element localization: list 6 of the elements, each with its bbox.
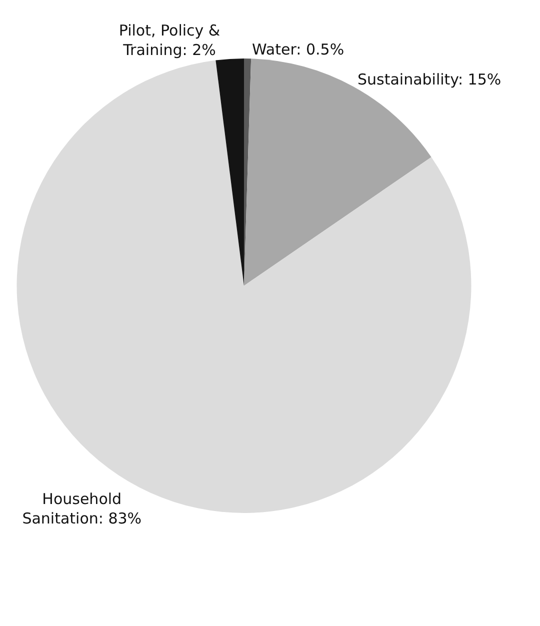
slice-label: Water: 0.5% <box>252 40 344 59</box>
slice-label: Sustainability: 15% <box>357 70 502 88</box>
slice-label: Pilot, Policy & Training: 2% <box>118 21 220 59</box>
slice-label: Household Sanitation: 83% <box>22 490 142 528</box>
pie-slice <box>16 60 471 513</box>
pie-slice <box>216 58 244 286</box>
